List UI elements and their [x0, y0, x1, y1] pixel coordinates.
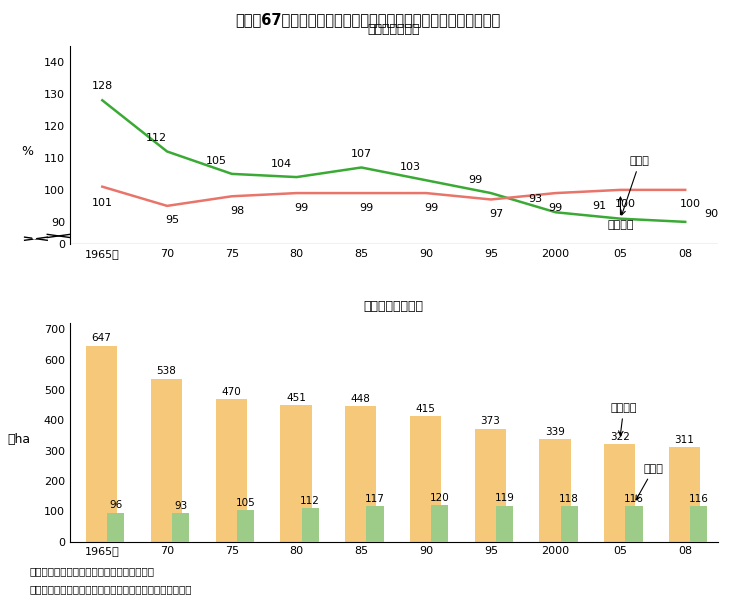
- Text: 都道府県: 都道府県: [610, 403, 637, 436]
- Text: 98: 98: [230, 206, 244, 216]
- Bar: [496, 506, 513, 542]
- Text: 99: 99: [359, 203, 374, 213]
- Text: 322: 322: [610, 432, 630, 442]
- Text: （耕地利用率）: （耕地利用率）: [367, 23, 420, 36]
- Bar: [367, 506, 383, 542]
- Text: 北海道: 北海道: [636, 464, 663, 500]
- Text: 99: 99: [468, 175, 483, 185]
- Text: 470: 470: [222, 387, 241, 397]
- Text: 北海道: 北海道: [621, 156, 650, 215]
- Text: 103: 103: [400, 162, 421, 173]
- Text: 112: 112: [300, 496, 320, 506]
- Text: 101: 101: [92, 198, 113, 208]
- Bar: [626, 507, 643, 542]
- Bar: [86, 346, 117, 542]
- Text: 117: 117: [365, 494, 385, 504]
- Text: 90: 90: [704, 209, 718, 218]
- Text: （作付延べ面積）: （作付延べ面積）: [364, 299, 424, 313]
- Text: 99: 99: [548, 203, 563, 213]
- Text: 415: 415: [416, 404, 436, 414]
- Bar: [172, 513, 189, 542]
- Y-axis label: 万ha: 万ha: [7, 433, 30, 446]
- Text: 105: 105: [206, 156, 227, 166]
- Text: 100: 100: [680, 200, 701, 209]
- Text: 図３－67　北海道・都道府県の作付延べ面積と耕地利用率の推移: 図３－67 北海道・都道府県の作付延べ面積と耕地利用率の推移: [236, 12, 500, 28]
- Text: 99: 99: [294, 203, 309, 213]
- Bar: [669, 447, 700, 542]
- Bar: [280, 405, 311, 542]
- Text: 107: 107: [351, 149, 372, 160]
- Text: 都道府県: 都道府県: [607, 197, 634, 230]
- Bar: [302, 508, 319, 542]
- Text: 105: 105: [236, 498, 255, 508]
- Text: 311: 311: [675, 435, 695, 446]
- Text: 91: 91: [592, 201, 606, 211]
- Text: 448: 448: [351, 394, 371, 404]
- Text: 96: 96: [109, 501, 122, 510]
- Bar: [561, 506, 578, 542]
- Y-axis label: %: %: [21, 145, 33, 158]
- Text: 118: 118: [559, 494, 579, 504]
- Text: 647: 647: [92, 334, 112, 343]
- Bar: [475, 428, 506, 542]
- Bar: [107, 512, 124, 542]
- Text: 116: 116: [689, 494, 709, 504]
- Text: 538: 538: [157, 367, 177, 376]
- Text: 104: 104: [271, 159, 291, 169]
- Text: 95: 95: [165, 215, 180, 225]
- Text: 注：耕地利用率は、耕地面積に対する作付延べ面積の割合: 注：耕地利用率は、耕地面積に対する作付延べ面積の割合: [29, 584, 192, 594]
- Bar: [410, 416, 441, 542]
- Text: 120: 120: [430, 493, 450, 503]
- Text: 116: 116: [624, 494, 644, 504]
- Bar: [539, 439, 570, 542]
- Bar: [345, 406, 376, 542]
- Text: 99: 99: [424, 203, 439, 213]
- Bar: [151, 379, 182, 542]
- Text: 97: 97: [489, 209, 503, 219]
- Text: 373: 373: [481, 416, 500, 427]
- Text: 128: 128: [92, 81, 113, 91]
- Text: 112: 112: [146, 133, 167, 143]
- Text: 119: 119: [495, 493, 514, 504]
- Text: 100: 100: [615, 200, 636, 209]
- Text: 資料：農林水産省「耕地及び作付面積統計」: 資料：農林水産省「耕地及び作付面積統計」: [29, 566, 155, 576]
- Text: 93: 93: [528, 194, 542, 204]
- Bar: [216, 399, 247, 542]
- Bar: [604, 444, 635, 542]
- Text: 339: 339: [545, 427, 565, 437]
- Bar: [690, 507, 707, 542]
- Bar: [431, 506, 448, 542]
- Text: 451: 451: [286, 393, 306, 403]
- Bar: [237, 510, 254, 542]
- Text: 93: 93: [174, 501, 187, 511]
